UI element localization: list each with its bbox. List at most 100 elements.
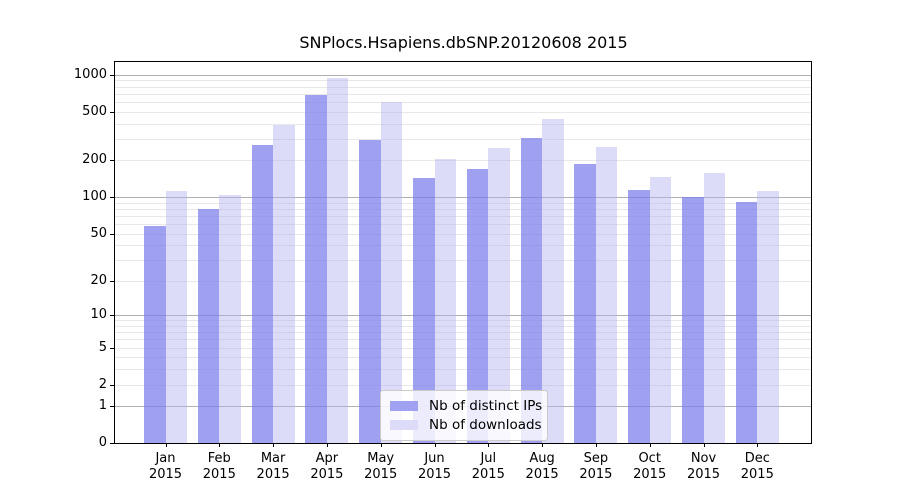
y-tick-label-10: 10 [90, 307, 107, 323]
legend-label-downloads: Nb of downloads [429, 416, 542, 433]
y-tick-label-50: 50 [90, 225, 107, 241]
y-tick-label-200: 200 [82, 152, 107, 168]
gridline-minor-6 [115, 339, 811, 341]
y-tick-label-1000: 1000 [73, 66, 107, 82]
bar-ips-jan [144, 225, 166, 443]
gridline-minor-70 [115, 215, 811, 217]
x-tick-mark-dec [757, 443, 759, 447]
y-tick-mark-0 [110, 443, 114, 444]
gridline-minor-800 [115, 86, 811, 88]
gridline-minor-90 [115, 202, 811, 204]
gridline-minor-2 [115, 384, 811, 386]
x-tick-month: Feb [207, 451, 231, 466]
gridline-minor-20 [115, 280, 811, 282]
gridline-minor-300 [115, 138, 811, 140]
legend-swatch-distinct-ips [390, 400, 418, 411]
gridline-minor-700 [115, 93, 811, 95]
x-tick-year: 2015 [310, 466, 344, 482]
x-tick-year: 2015 [579, 466, 613, 482]
x-tick-mark-feb [219, 443, 221, 447]
bar-ips-sep [574, 163, 596, 443]
x-tick-mark-nov [703, 443, 705, 447]
bar-downloads-dec [757, 191, 779, 443]
bar-ips-jul [466, 169, 489, 443]
y-tick-mark-1000 [110, 74, 114, 76]
x-tick-label-jan: Jan 2015 [134, 451, 198, 482]
chart-title: SNPlocs.Hsapiens.dbSNP.20120608 2015 [299, 33, 628, 52]
gridlines-layer [115, 62, 811, 443]
x-tick-year: 2015 [471, 466, 505, 482]
x-tick-label-dec: Dec 2015 [725, 451, 789, 482]
y-tick-mark-500 [110, 111, 114, 113]
y-tick-mark-20 [110, 280, 114, 282]
y-tick-mark-1 [110, 406, 114, 408]
gridline-minor-600 [115, 102, 811, 103]
gridline-minor-8 [115, 325, 811, 327]
x-tick-year: 2015 [525, 466, 559, 482]
bar-downloads-jul [488, 148, 510, 443]
x-tick-mark-jul [488, 443, 490, 447]
x-tick-label-nov: Nov 2015 [672, 451, 736, 482]
bar-ips-may [359, 140, 381, 443]
gridline-minor-4 [115, 357, 811, 359]
gridline-major-100 [115, 197, 811, 198]
bar-downloads-apr [326, 77, 349, 443]
gridline-major-1000 [115, 74, 811, 76]
legend-swatch-downloads [390, 419, 418, 430]
x-tick-mark-may [380, 443, 382, 447]
y-tick-label-500: 500 [82, 103, 107, 119]
gridline-minor-400 [115, 123, 811, 125]
bar-ips-jun [413, 177, 435, 443]
x-tick-year: 2015 [417, 466, 452, 482]
bar-downloads-jun [434, 159, 456, 443]
gridline-minor-50 [115, 233, 811, 235]
y-tick-mark-10 [110, 315, 114, 317]
x-tick-label-oct: Oct 2015 [618, 451, 682, 482]
x-tick-mark-sep [595, 443, 597, 447]
x-tick-month: Nov [690, 451, 717, 466]
gridline-minor-30 [115, 260, 811, 261]
y-tick-mark-100 [110, 197, 114, 198]
bar-ips-aug [520, 138, 543, 443]
x-tick-label-jun: Jun 2015 [403, 451, 467, 482]
x-tick-year: 2015 [686, 466, 721, 482]
plot-area: Nb of distinct IPs Nb of downloads [114, 61, 812, 444]
gridline-minor-900 [115, 80, 811, 82]
x-tick-month: Dec [744, 451, 770, 466]
gridline-minor-80 [115, 208, 811, 210]
x-tick-mark-oct [649, 443, 651, 447]
x-tick-month: Jan [155, 451, 176, 466]
bar-ips-oct [628, 190, 650, 443]
y-tick-mark-50 [110, 233, 114, 235]
gridline-minor-40 [115, 245, 811, 247]
gridline-minor-3 [115, 369, 811, 371]
bar-downloads-jan [165, 191, 187, 443]
x-tick-year: 2015 [633, 466, 667, 482]
x-tick-year: 2015 [364, 466, 398, 482]
bar-ips-nov [682, 196, 704, 443]
bar-ips-mar [251, 145, 274, 443]
legend-item-downloads: Nb of downloads [390, 415, 542, 434]
legend: Nb of distinct IPs Nb of downloads [380, 390, 548, 441]
legend-label-distinct-ips: Nb of distinct IPs [429, 397, 543, 414]
x-tick-year: 2015 [202, 466, 236, 482]
y-tick-label-5: 5 [98, 339, 107, 355]
x-tick-mark-jan [165, 443, 167, 447]
x-tick-month: May [367, 451, 395, 466]
y-tick-mark-2 [110, 384, 114, 386]
y-tick-mark-5 [110, 347, 114, 349]
bars-layer [115, 62, 811, 443]
x-tick-label-feb: Feb 2015 [187, 451, 251, 482]
legend-item-distinct-ips: Nb of distinct IPs [390, 396, 542, 415]
gridline-minor-500 [115, 111, 811, 113]
x-tick-year: 2015 [148, 466, 183, 482]
bar-ips-feb [197, 208, 220, 443]
gridline-major-10 [115, 315, 811, 317]
bar-downloads-sep [595, 147, 618, 443]
y-tick-label-100: 100 [82, 189, 107, 204]
bar-downloads-may [380, 102, 403, 443]
gridline-minor-60 [115, 223, 811, 225]
x-tick-month: Oct [638, 451, 661, 466]
x-tick-mark-jun [434, 443, 436, 447]
